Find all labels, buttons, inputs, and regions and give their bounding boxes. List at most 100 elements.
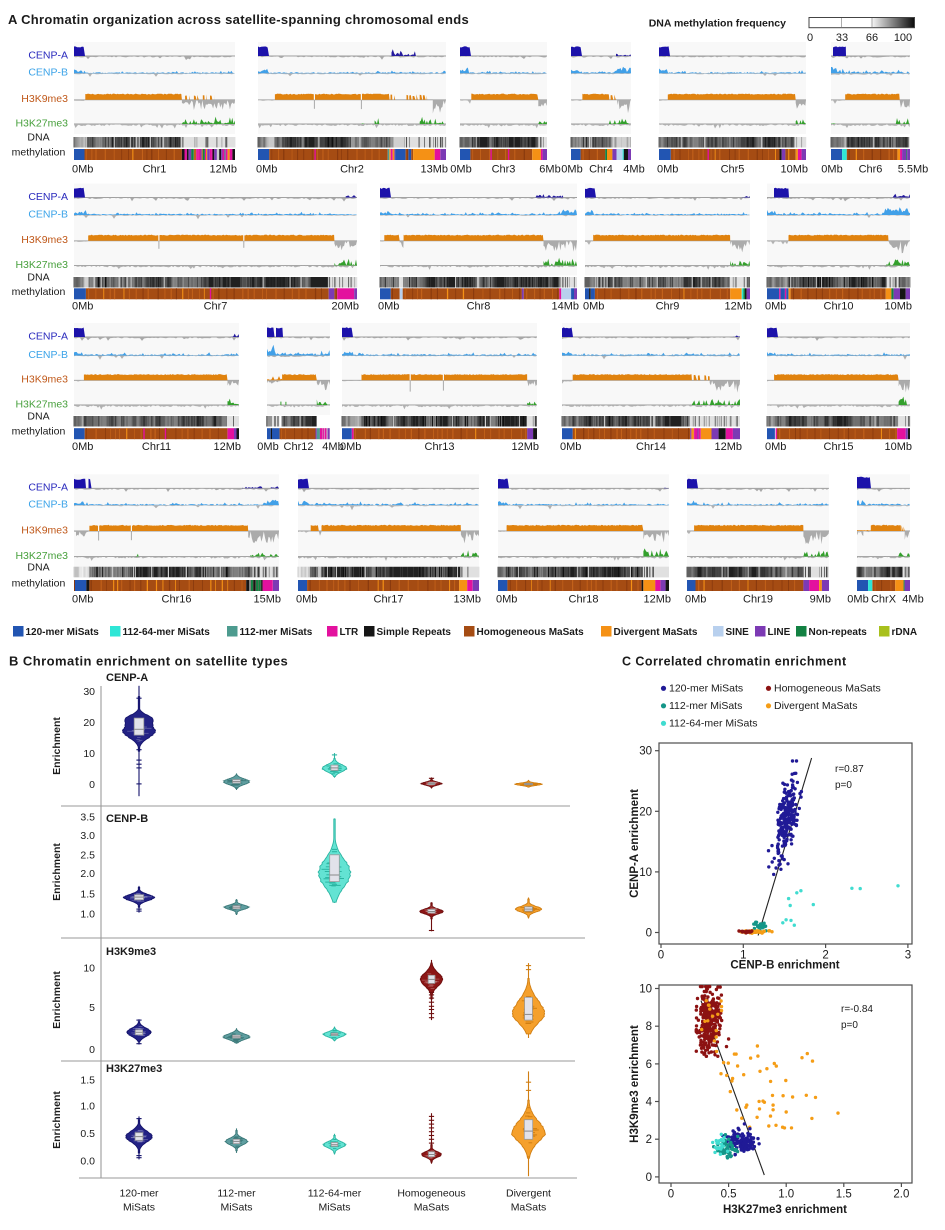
svg-text:0.5: 0.5 [721, 1189, 737, 1201]
svg-text:methylation: methylation [12, 578, 66, 590]
svg-text:0Mb: 0Mb [847, 594, 868, 606]
svg-text:2.0: 2.0 [893, 1189, 909, 1201]
svg-text:Homogeneous MaSats: Homogeneous MaSats [774, 683, 881, 695]
svg-text:CENP-B: CENP-B [28, 67, 68, 79]
svg-text:LTR: LTR [340, 627, 359, 638]
svg-text:1.0: 1.0 [778, 1189, 794, 1201]
svg-text:112-64-mer MiSats: 112-64-mer MiSats [669, 718, 758, 730]
svg-text:Enrichment: Enrichment [51, 971, 63, 1029]
svg-text:DNA methylation frequency: DNA methylation frequency [649, 18, 786, 30]
svg-text:5.5Mb: 5.5Mb [898, 164, 929, 176]
svg-text:Enrichment: Enrichment [51, 717, 63, 775]
svg-text:13Mb: 13Mb [420, 164, 448, 176]
svg-text:Chr9: Chr9 [656, 301, 680, 313]
svg-text:CENP-A: CENP-A [106, 672, 148, 684]
svg-text:DNA: DNA [27, 272, 49, 284]
svg-text:30: 30 [639, 746, 652, 758]
svg-text:30: 30 [83, 686, 95, 698]
svg-text:Chr11: Chr11 [142, 441, 171, 453]
svg-text:0Mb: 0Mb [821, 164, 842, 176]
svg-text:10: 10 [83, 963, 95, 975]
svg-text:r=0.87: r=0.87 [835, 764, 864, 775]
svg-text:Homogeneous: Homogeneous [397, 1188, 465, 1200]
svg-text:0Mb: 0Mb [296, 594, 317, 606]
svg-text:0.5: 0.5 [80, 1128, 95, 1140]
svg-text:3: 3 [905, 950, 911, 962]
svg-text:DNA: DNA [27, 411, 49, 423]
svg-text:CENP-A: CENP-A [28, 330, 68, 342]
svg-text:1: 1 [740, 950, 746, 962]
svg-text:1.5: 1.5 [80, 888, 95, 900]
svg-text:0: 0 [89, 1044, 95, 1056]
svg-text:4Mb: 4Mb [322, 441, 343, 453]
svg-text:CENP-A enrichment: CENP-A enrichment [629, 789, 641, 898]
svg-text:methylation: methylation [12, 147, 66, 159]
svg-text:H3K27me3: H3K27me3 [15, 259, 68, 271]
svg-text:0Mb: 0Mb [765, 441, 786, 453]
svg-text:0: 0 [658, 950, 664, 962]
svg-text:1.0: 1.0 [80, 909, 95, 921]
svg-text:0Mb: 0Mb [257, 441, 278, 453]
svg-text:MaSats: MaSats [414, 1202, 450, 1214]
svg-text:Chr18: Chr18 [569, 594, 599, 606]
svg-text:5: 5 [89, 1002, 95, 1014]
svg-text:Enrichment: Enrichment [51, 1091, 63, 1149]
svg-text:H3K9me3: H3K9me3 [21, 374, 68, 386]
svg-text:10Mb: 10Mb [884, 441, 912, 453]
svg-text:H3K9me3: H3K9me3 [21, 234, 68, 246]
svg-text:H3K27me3: H3K27me3 [15, 117, 68, 129]
svg-text:6Mb: 6Mb [539, 164, 560, 176]
svg-text:Chr16: Chr16 [162, 594, 192, 606]
svg-text:H3K9me3: H3K9me3 [21, 524, 68, 536]
svg-text:10: 10 [639, 984, 652, 996]
svg-text:Homogeneous MaSats: Homogeneous MaSats [477, 627, 585, 638]
svg-text:0.0: 0.0 [80, 1156, 95, 1168]
svg-text:CENP-B: CENP-B [28, 208, 68, 220]
svg-text:Simple Repeats: Simple Repeats [377, 627, 452, 638]
svg-text:0Mb: 0Mb [450, 164, 471, 176]
svg-text:Chr4: Chr4 [589, 164, 613, 176]
svg-text:10: 10 [639, 867, 652, 879]
svg-text:4Mb: 4Mb [623, 164, 644, 176]
svg-text:H3K9me3: H3K9me3 [106, 946, 156, 958]
svg-text:Divergent: Divergent [506, 1188, 551, 1200]
svg-text:Non-repeats: Non-repeats [809, 627, 868, 638]
svg-text:Chr8: Chr8 [467, 301, 491, 313]
svg-text:10Mb: 10Mb [780, 164, 808, 176]
svg-text:6: 6 [646, 1059, 652, 1071]
svg-text:3.5: 3.5 [80, 812, 95, 824]
svg-text:0Mb: 0Mb [583, 301, 604, 313]
svg-text:112-64-mer: 112-64-mer [308, 1188, 362, 1200]
svg-text:Chr14: Chr14 [636, 441, 666, 453]
svg-text:CENP-B enrichment: CENP-B enrichment [730, 960, 839, 972]
svg-text:120-mer MiSats: 120-mer MiSats [26, 627, 100, 638]
svg-text:10Mb: 10Mb [884, 301, 912, 313]
svg-text:12Mb: 12Mb [511, 441, 539, 453]
svg-text:13Mb: 13Mb [453, 594, 481, 606]
svg-text:0: 0 [807, 32, 813, 44]
svg-text:CENP-B: CENP-B [28, 349, 68, 361]
svg-text:1.5: 1.5 [836, 1189, 852, 1201]
svg-text:20Mb: 20Mb [331, 301, 359, 313]
svg-text:120-mer MiSats: 120-mer MiSats [669, 683, 743, 695]
svg-text:B Chromatin enrichment on sate: B Chromatin enrichment on satellite type… [9, 654, 288, 669]
svg-text:4Mb: 4Mb [902, 594, 923, 606]
svg-text:0Mb: 0Mb [560, 441, 581, 453]
svg-text:r=-0.84: r=-0.84 [841, 1004, 873, 1015]
svg-text:0Mb: 0Mb [72, 594, 93, 606]
svg-text:15Mb: 15Mb [253, 594, 281, 606]
svg-text:0Mb: 0Mb [378, 301, 399, 313]
svg-text:2: 2 [646, 1134, 652, 1146]
svg-text:0Mb: 0Mb [685, 594, 706, 606]
svg-text:H3K27me3: H3K27me3 [106, 1063, 162, 1075]
svg-text:Chr12: Chr12 [284, 441, 314, 453]
svg-text:SINE: SINE [726, 627, 750, 638]
svg-text:0: 0 [646, 1172, 652, 1184]
svg-text:CENP-A: CENP-A [28, 49, 68, 61]
svg-text:Chr19: Chr19 [743, 594, 773, 606]
svg-text:C Correlated chromatin enrichm: C Correlated chromatin enrichment [622, 655, 847, 669]
svg-text:MiSats: MiSats [318, 1202, 350, 1214]
svg-text:methylation: methylation [12, 426, 66, 438]
svg-text:0Mb: 0Mb [72, 164, 93, 176]
svg-text:Enrichment: Enrichment [51, 843, 63, 901]
